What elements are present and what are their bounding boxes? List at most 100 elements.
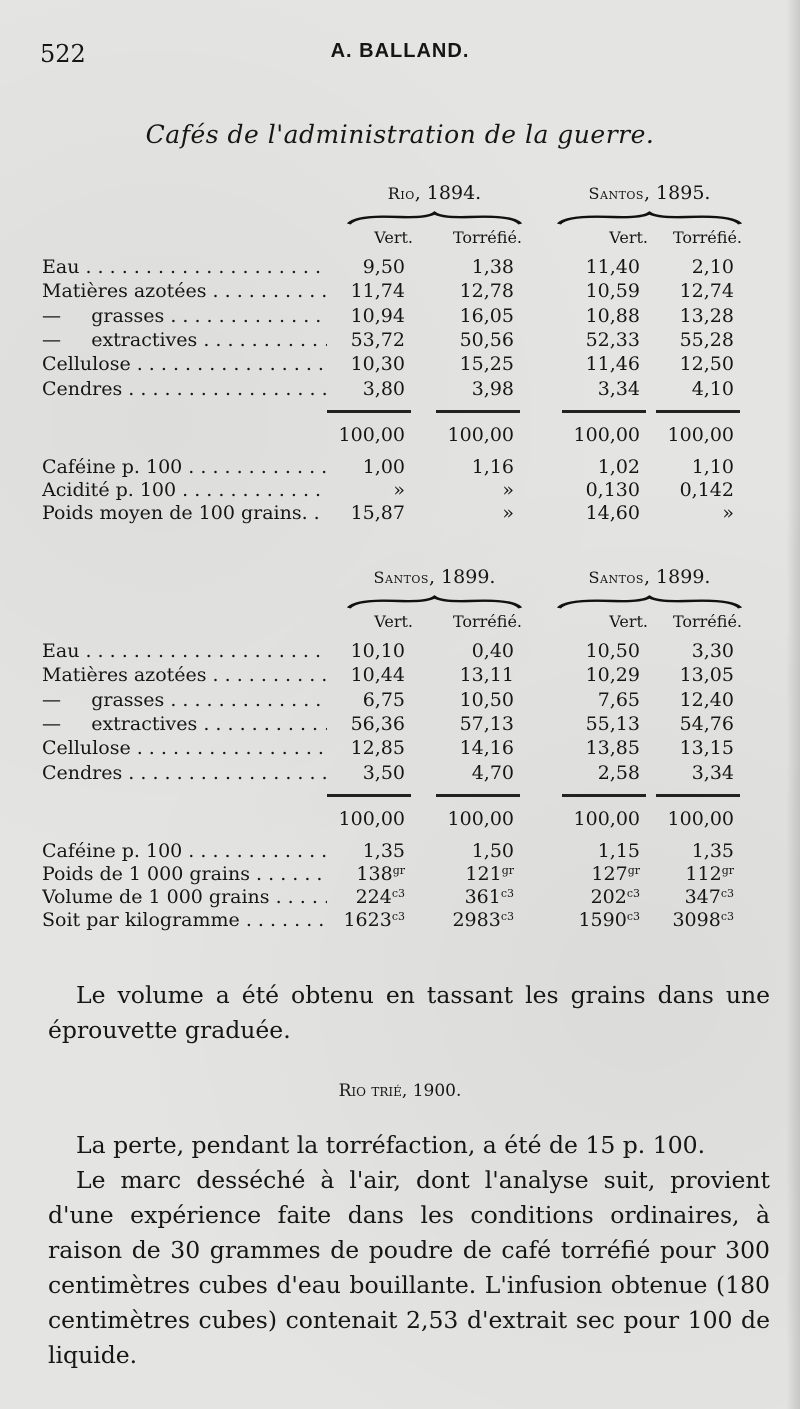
cell-value: 0,40 [471, 640, 514, 662]
value-unit: gr [392, 863, 405, 877]
paragraph-loss: La perte, pendant la torréfaction, a été… [76, 1131, 706, 1159]
cell-value: 11,46 [585, 353, 640, 376]
value-unit: c3 [720, 909, 734, 923]
cell-value: 3098c3 [672, 909, 734, 931]
row-label-text: Cendres [42, 761, 123, 784]
running-head: A. BALLAND. [330, 40, 470, 62]
group-year: , 1894. [414, 182, 482, 204]
cell-value: 55,28 [679, 328, 734, 351]
row-label-text: — grasses [42, 688, 165, 711]
group-name: Santos [588, 184, 644, 203]
group-name: Rio [387, 184, 415, 203]
value-unit: c3 [500, 886, 514, 900]
column-subheader: Torréfié. [452, 612, 522, 631]
value-number: 1,02 [597, 455, 640, 478]
value-number: 1,15 [597, 839, 640, 862]
group-year: , 1899. [428, 566, 496, 588]
value-unit: c3 [626, 886, 640, 900]
cell-value: 13,85 [585, 737, 640, 760]
value-number: 1,00 [362, 455, 405, 478]
value-number: 1,35 [362, 839, 405, 862]
value-number: 2983 [452, 908, 501, 931]
value-number: 1,50 [471, 839, 514, 862]
row-label: — extractives [42, 329, 327, 351]
cell-value: 13,05 [679, 664, 734, 687]
cell-value: 112gr [685, 863, 734, 885]
brace-decoration [556, 592, 743, 609]
cell-value: 12,78 [459, 280, 514, 303]
group-year: , 1895. [643, 182, 711, 204]
cell-value: 1,50 [472, 840, 514, 862]
cell-value: 10,94 [350, 304, 405, 327]
value-unit: c3 [500, 909, 514, 923]
cell-value: 16,05 [459, 304, 514, 327]
group-name: Santos [588, 568, 644, 587]
total-value: 100,00 [573, 807, 640, 830]
table-row: Poids de 1 000 grains138gr121gr127gr112g… [42, 863, 742, 887]
cell-value: 55,13 [585, 712, 640, 735]
value-number: 112 [685, 862, 722, 885]
cell-value: 347c3 [685, 886, 734, 908]
row-label-text: Soit par kilogramme [42, 908, 240, 931]
column-group-header: Rio, 1894. [347, 182, 522, 204]
cell-value: 1,35 [692, 840, 734, 862]
column-group-header: Santos, 1899. [347, 566, 522, 588]
value-number: 347 [684, 885, 721, 908]
row-label-text: Cellulose [42, 737, 131, 760]
cell-value: » [502, 479, 514, 501]
cell-value: 3,98 [471, 377, 514, 400]
row-label-text: Volume de 1 000 grains [42, 885, 270, 908]
analysis-table-1899: Santos, 1899. Santos, 1899. Vert. Torréfié.… [42, 566, 743, 936]
column-group-header: Santos, 1895. [557, 182, 742, 204]
row-label: Poids moyen de 100 grains. [42, 502, 327, 524]
row-label-text: Matières azotées [42, 280, 207, 303]
cell-value: 50,56 [459, 328, 514, 351]
row-label-text: Eau [42, 640, 80, 662]
row-label: Acidité p. 100 [42, 479, 327, 501]
value-number: 224 [355, 885, 392, 908]
paragraph-marc: Le marc desséché à l'air, dont l'analyse… [48, 1166, 770, 1369]
analysis-table-1894-1895: Rio, 1894. Santos, 1895. Vert. Torréfié. Ver… [42, 182, 743, 542]
table-row: Cellulose 12,85 14,16 13,85 13,15 [42, 737, 742, 761]
row-label: Caféine p. 100 [42, 840, 327, 862]
cell-value: 2983c3 [452, 909, 514, 931]
row-label: Cendres [42, 762, 327, 784]
row-label-text: Caféine p. 100 [42, 839, 183, 862]
cell-value: 6,75 [362, 688, 405, 711]
sum-rule [562, 793, 646, 797]
sum-rule [436, 409, 520, 413]
cell-value: 12,40 [679, 688, 734, 711]
value-number: 1,35 [691, 839, 734, 862]
row-label: Cellulose [42, 737, 327, 759]
column-subheader: Vert. [609, 228, 648, 247]
value-number: 202 [590, 885, 627, 908]
cell-value: 10,44 [350, 664, 405, 687]
table-row: Poids moyen de 100 grains. 15,87 » 14,60 » [42, 502, 742, 526]
value-number: 138 [356, 862, 393, 885]
cell-value: 13,28 [679, 304, 734, 327]
row-label: Caféine p. 100 [42, 456, 327, 478]
value-number: 1590 [578, 908, 627, 931]
cell-value: 57,13 [459, 712, 514, 735]
row-label: Matières azotées [42, 280, 327, 302]
cell-value: 1,16 [472, 456, 514, 478]
cell-value: 13,11 [459, 664, 514, 687]
cell-value: 361c3 [465, 886, 514, 908]
value-number: » [502, 501, 514, 524]
cell-value: 1,10 [692, 456, 734, 478]
totals-row: 100,00 100,00 100,00 100,00 [42, 424, 742, 448]
column-subheader: Vert. [374, 612, 413, 631]
cell-value: 12,50 [679, 353, 734, 376]
value-number: » [502, 478, 514, 501]
table-row: Cellulose 10,30 15,25 11,46 12,50 [42, 353, 742, 377]
cell-value: 121gr [465, 863, 514, 885]
row-label: Matières azotées [42, 664, 327, 686]
cell-value: 12,74 [679, 280, 734, 303]
group-name: Santos [373, 568, 429, 587]
cell-value: 0,130 [586, 479, 640, 501]
row-label: Volume de 1 000 grains [42, 886, 327, 908]
cell-value: 15,87 [351, 502, 405, 524]
cell-value: 53,72 [350, 328, 405, 351]
cell-value: 15,25 [459, 353, 514, 376]
row-label: — extractives [42, 713, 327, 735]
